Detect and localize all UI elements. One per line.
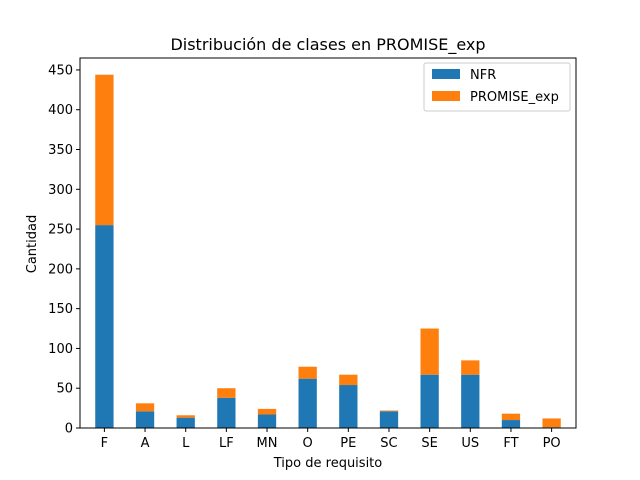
y-axis: 0 50 100 150 200 250 300 350 400 450	[48, 63, 80, 437]
x-axis-title: Tipo de requisito	[273, 456, 383, 471]
bar-nfr-pe	[339, 385, 358, 428]
x-tick-label-mn: MN	[257, 436, 278, 451]
bar-nfr-l	[176, 417, 195, 428]
bar-nfr-mn	[257, 414, 277, 428]
bar-promise-exp-mn	[257, 408, 277, 415]
x-tick-label-lf: LF	[219, 436, 234, 451]
x-tick-label-pe: PE	[340, 436, 356, 451]
plot-frame	[79, 57, 577, 429]
y-tick-label: 0	[65, 422, 73, 437]
x-tick-label-a: A	[141, 436, 150, 451]
bar-nfr-lf	[217, 397, 236, 428]
y-tick-label: 400	[48, 103, 73, 118]
legend-label-promise-exp: PROMISE_exp	[470, 90, 559, 105]
y-axis-title: Cantidad	[25, 215, 40, 273]
bar-nfr-a	[135, 411, 155, 428]
legend: NFR PROMISE_exp	[423, 62, 571, 112]
y-tick-label: 150	[48, 302, 73, 317]
legend-box	[423, 62, 571, 112]
bar-nfr-us	[461, 374, 480, 428]
bar-promise-exp-f	[95, 74, 114, 226]
bar-promise-exp-ft	[501, 413, 521, 421]
y-tick-label: 50	[56, 382, 73, 397]
bar-promise-exp-sc	[379, 410, 399, 412]
x-tick-label-l: L	[182, 436, 190, 451]
x-tick-label-o: O	[303, 436, 313, 451]
y-tick-label: 100	[48, 342, 73, 357]
bar-promise-exp-a	[135, 403, 155, 412]
chart-title: Distribución de clases en PROMISE_exp	[170, 35, 485, 55]
legend-swatch-promise-exp	[432, 91, 460, 101]
bar-promise-exp-se	[420, 328, 439, 375]
legend-label-nfr: NFR	[470, 68, 496, 83]
y-tick-label: 350	[48, 143, 73, 158]
legend-swatch-nfr	[432, 69, 460, 79]
y-tick-label: 450	[48, 63, 73, 78]
x-tick-label-ft: FT	[503, 436, 518, 451]
y-tick-label: 250	[48, 223, 73, 238]
bar-promise-exp-po	[542, 418, 561, 428]
bars-layer	[95, 74, 561, 428]
y-tick-label: 200	[48, 262, 73, 277]
bar-nfr-ft	[501, 420, 521, 428]
x-tick-label-us: US	[461, 436, 479, 451]
x-tick-label-se: SE	[421, 436, 437, 451]
bar-promise-exp-o	[298, 366, 317, 379]
y-tick-label: 300	[48, 183, 73, 198]
x-tick-label-po: PO	[543, 436, 561, 451]
bar-promise-exp-l	[176, 415, 195, 418]
x-axis: F A L LF MN O PE SC SE US FT PO	[101, 428, 561, 451]
x-tick-label-sc: SC	[380, 436, 397, 451]
bar-nfr-f	[95, 225, 114, 428]
bar-promise-exp-pe	[339, 374, 358, 386]
x-tick-label-f: F	[101, 436, 108, 451]
bar-nfr-sc	[379, 411, 399, 428]
bar-nfr-se	[420, 374, 439, 428]
bar-nfr-o	[298, 378, 317, 428]
bar-promise-exp-us	[461, 360, 480, 375]
bar-promise-exp-lf	[217, 388, 236, 398]
